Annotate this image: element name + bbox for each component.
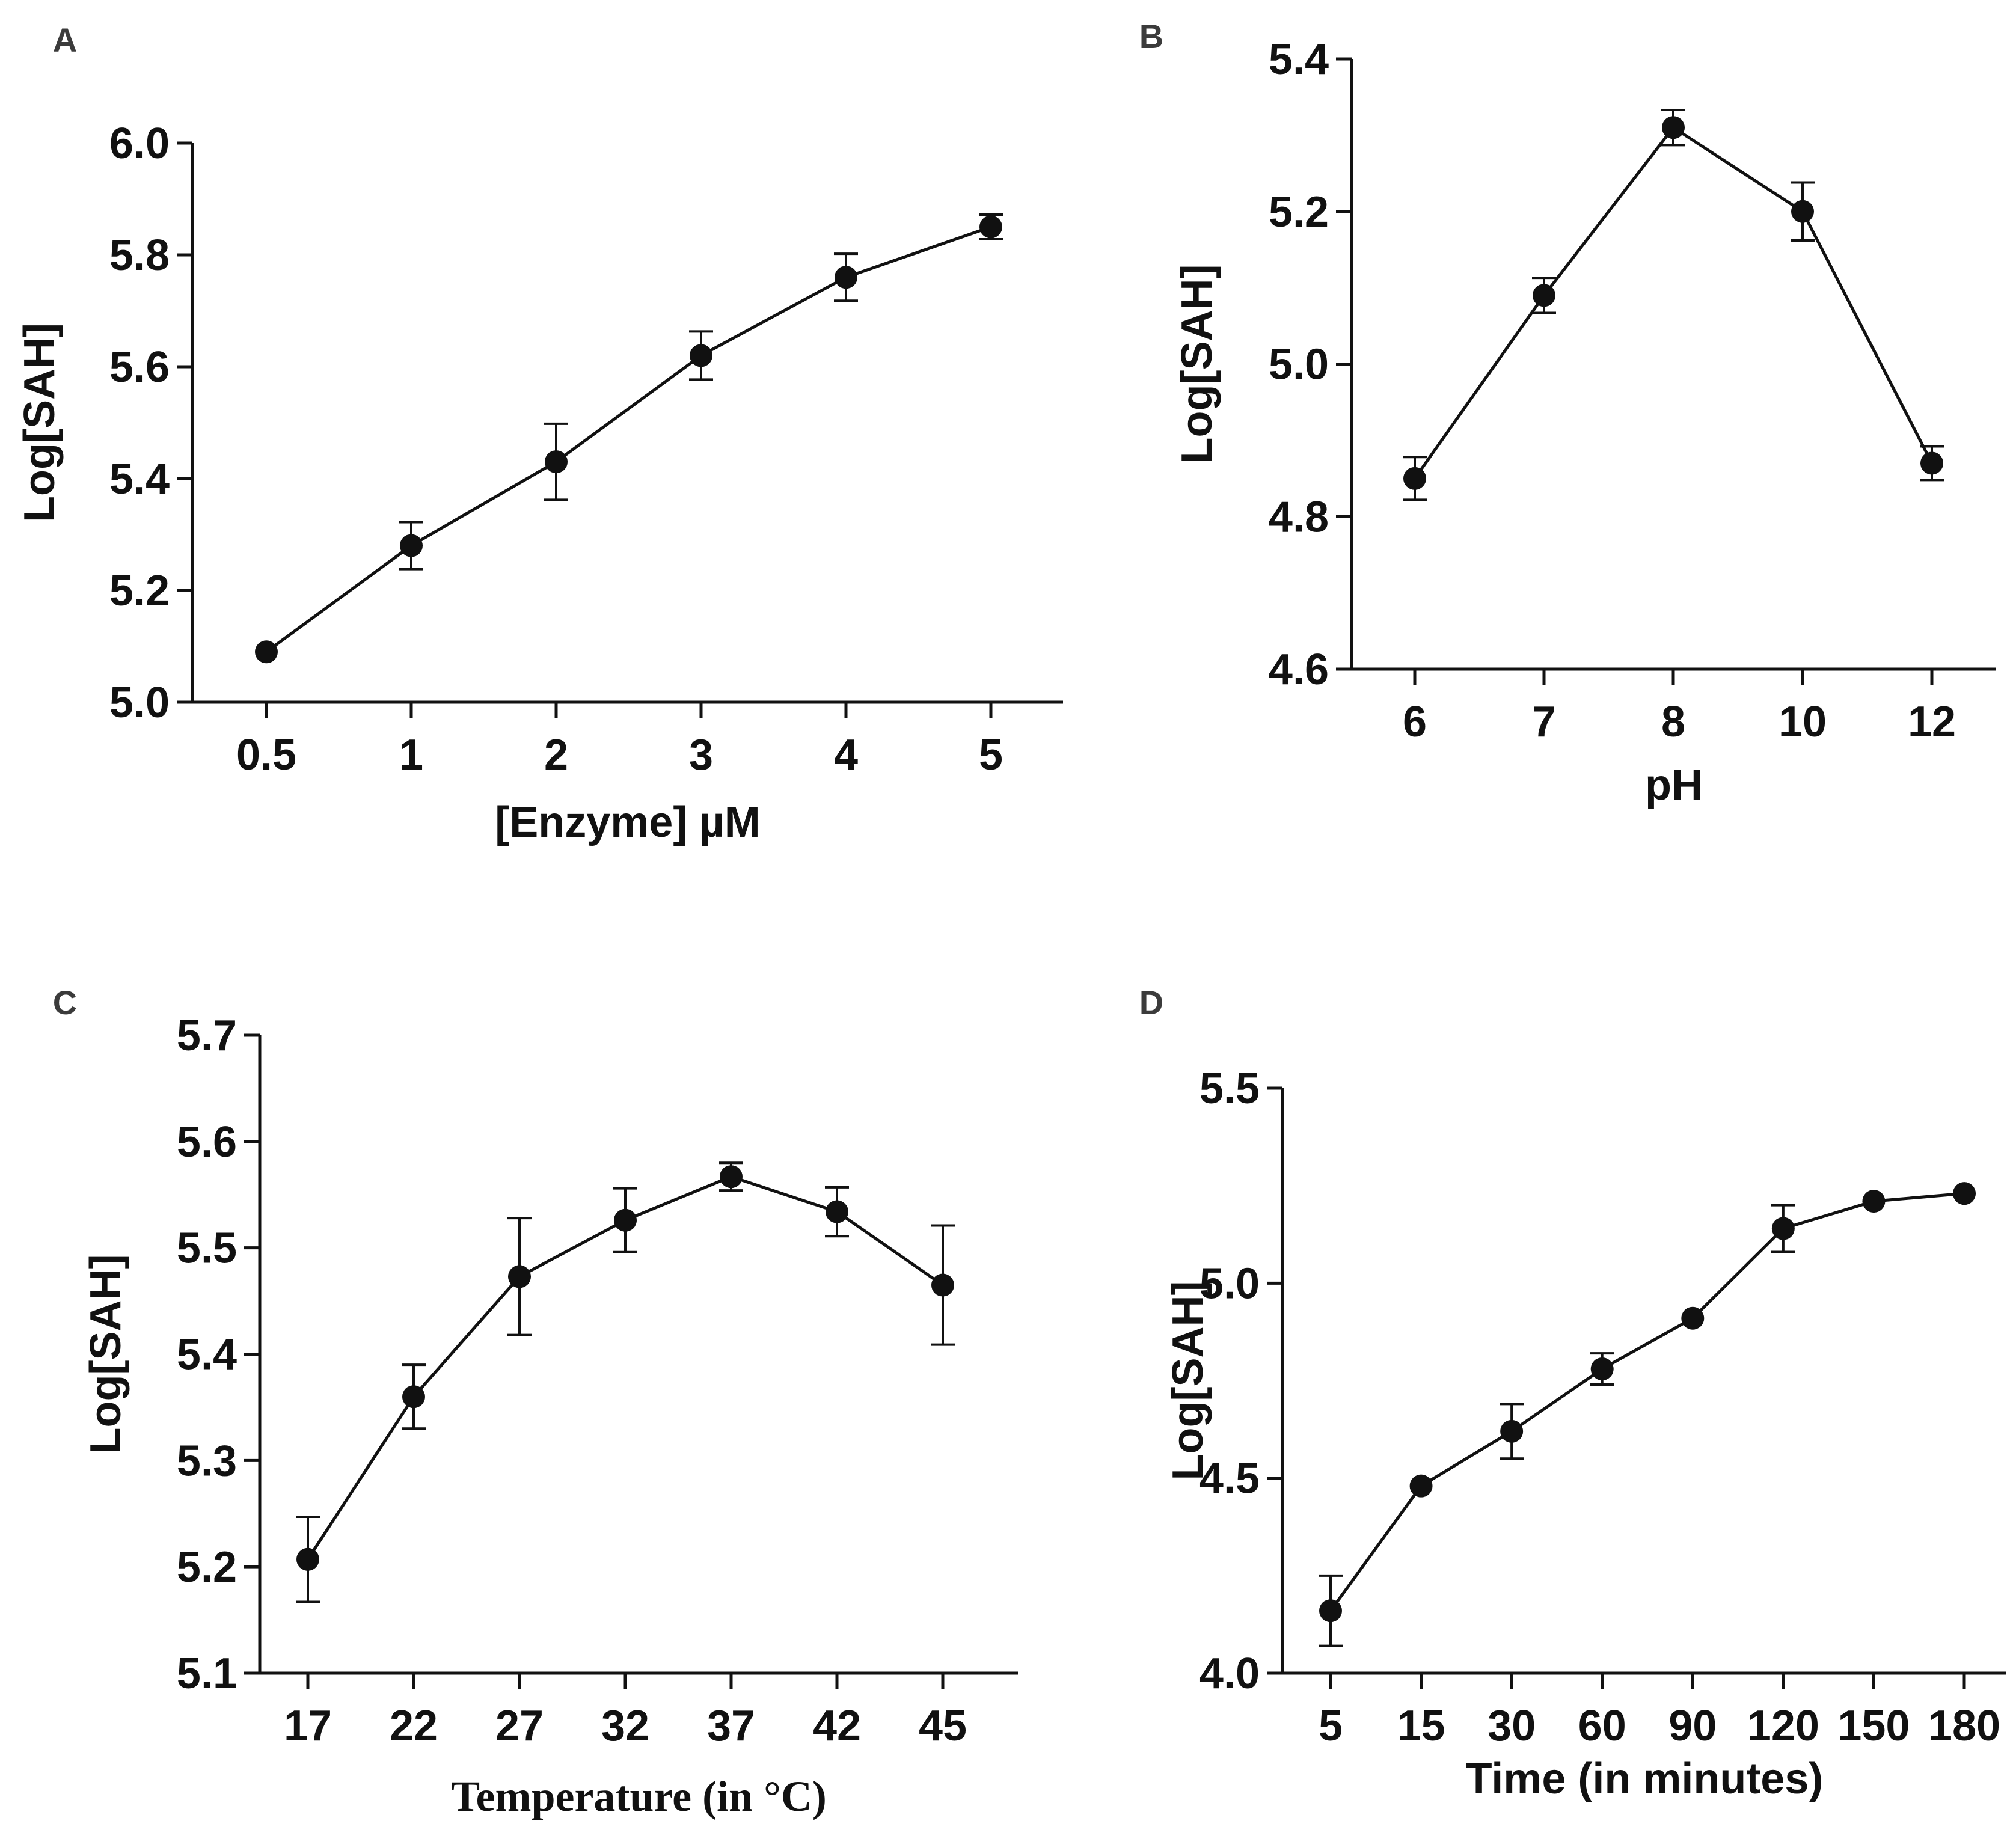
- data-point: [402, 1385, 425, 1409]
- y-tick-label: 5.2: [1269, 188, 1329, 236]
- y-tick-label: 5.2: [109, 567, 170, 615]
- data-point: [1791, 200, 1814, 223]
- panel-label: A: [53, 21, 77, 59]
- panel-label: D: [1139, 984, 1163, 1021]
- x-tick-label: 6: [1403, 698, 1427, 746]
- panel-d: D 4.0 4.5 5.0 5.5 5 15 30 60 90 120 150 180 Time (in …: [1139, 984, 2006, 1803]
- x-tick-label: 120: [1747, 1702, 1819, 1750]
- y-axis-title: Log[SAH]: [1173, 265, 1221, 464]
- x-axis-title: pH: [1645, 761, 1703, 809]
- x-tick-label: 7: [1532, 698, 1556, 746]
- y-axis-title: Log[SAH]: [16, 323, 64, 522]
- data-point: [255, 640, 278, 664]
- x-tick-label: 5: [1319, 1702, 1343, 1750]
- panel-label: C: [53, 984, 77, 1021]
- y-tick-label: 5.4: [109, 455, 170, 503]
- x-tick-label: 45: [919, 1702, 967, 1750]
- data-point: [1771, 1217, 1795, 1240]
- x-tick-label: 150: [1837, 1702, 1910, 1750]
- x-tick-label: 10: [1779, 698, 1827, 746]
- y-tick-label: 5.3: [177, 1437, 237, 1485]
- data-point: [1662, 116, 1685, 139]
- y-tick-label: 5.8: [109, 231, 170, 280]
- y-axis-title: Log[SAH]: [1164, 1281, 1212, 1481]
- data-point: [545, 450, 568, 474]
- y-tick-label: 4.0: [1199, 1650, 1260, 1698]
- data-point: [1681, 1306, 1705, 1330]
- data-point: [1409, 1474, 1433, 1498]
- data-point: [826, 1200, 848, 1223]
- data-point: [979, 215, 1002, 239]
- data-point: [614, 1208, 637, 1232]
- y-tick-label: 4.6: [1269, 646, 1329, 694]
- y-tick-label: 5.4: [1269, 35, 1329, 84]
- x-axis-title: Time (in minutes): [1466, 1755, 1824, 1803]
- y-tick-label: 5.2: [177, 1543, 237, 1591]
- x-tick-label: 90: [1668, 1702, 1717, 1750]
- data-point: [1533, 284, 1555, 307]
- data-point: [1590, 1357, 1614, 1381]
- panel-c: C 5.1 5.2 5.3 5.4 5.5 5.6 5.7 17 22 27 32 37 42 45 Temp…: [53, 984, 1018, 1820]
- x-axis-title: Temperature (in °C): [451, 1772, 827, 1820]
- data-point: [720, 1165, 743, 1189]
- series-line: [1329, 1192, 1965, 1612]
- panel-a: A 5.0 5.2 5.4 5.6 5.8 6.0 0.5 1 2 3 4 5 [Enzyme] µM Lo…: [16, 21, 1063, 846]
- x-tick-label: 2: [544, 731, 568, 779]
- x-tick-label: 3: [689, 731, 713, 779]
- data-point: [508, 1265, 531, 1288]
- x-tick-label: 1: [399, 731, 423, 779]
- y-tick-label: 5.5: [177, 1225, 237, 1273]
- data-point: [1500, 1419, 1524, 1443]
- y-tick-label: 5.6: [109, 343, 170, 391]
- x-tick-label: 30: [1487, 1702, 1536, 1750]
- data-point: [1862, 1190, 1886, 1213]
- x-tick-label: 4: [834, 731, 858, 779]
- y-tick-label: 5.1: [177, 1650, 237, 1698]
- x-tick-label: 32: [601, 1702, 649, 1750]
- x-tick-label: 15: [1397, 1702, 1445, 1750]
- y-tick-label: 5.7: [177, 1012, 237, 1060]
- x-tick-label: 27: [495, 1702, 544, 1750]
- y-tick-label: 5.6: [177, 1118, 237, 1166]
- panel-label: B: [1139, 17, 1163, 55]
- data-point: [1319, 1599, 1342, 1623]
- x-tick-label: 180: [1928, 1702, 2000, 1750]
- y-tick-label: 5.4: [177, 1331, 237, 1379]
- x-tick-label: 8: [1661, 698, 1685, 746]
- series-line: [1413, 125, 1934, 480]
- x-tick-label: 12: [1908, 698, 1956, 746]
- y-tick-label: 5.0: [109, 679, 170, 727]
- x-tick-label: 22: [390, 1702, 438, 1750]
- x-tick-label: 0.5: [236, 731, 296, 779]
- x-tick-label: 37: [707, 1702, 755, 1750]
- y-tick-label: 4.8: [1269, 493, 1329, 541]
- y-tick-label: 5.0: [1269, 341, 1329, 389]
- panel-b: B 4.6 4.8 5.0 5.2 5.4 6 7 8 10 12 pH Log[SAH]: [1139, 17, 1996, 809]
- x-tick-label: 42: [813, 1702, 861, 1750]
- y-tick-label: 5.0: [1199, 1259, 1260, 1308]
- x-axis-title: [Enzyme] µM: [495, 798, 761, 846]
- data-point: [931, 1273, 954, 1297]
- data-point: [400, 534, 423, 557]
- series-line: [265, 225, 991, 653]
- data-point: [1920, 451, 1943, 475]
- x-tick-label: 17: [284, 1702, 332, 1750]
- x-tick-label: 5: [979, 731, 1003, 779]
- y-tick-label: 5.5: [1199, 1065, 1260, 1113]
- data-point: [1403, 467, 1426, 490]
- y-tick-label: 4.5: [1199, 1455, 1260, 1503]
- data-point: [835, 266, 857, 289]
- x-tick-label: 60: [1578, 1702, 1626, 1750]
- y-tick-label: 6.0: [109, 120, 170, 168]
- data-point: [690, 344, 712, 367]
- data-point: [296, 1547, 319, 1571]
- y-axis-title: Log[SAH]: [82, 1255, 130, 1454]
- data-point: [1953, 1182, 1976, 1205]
